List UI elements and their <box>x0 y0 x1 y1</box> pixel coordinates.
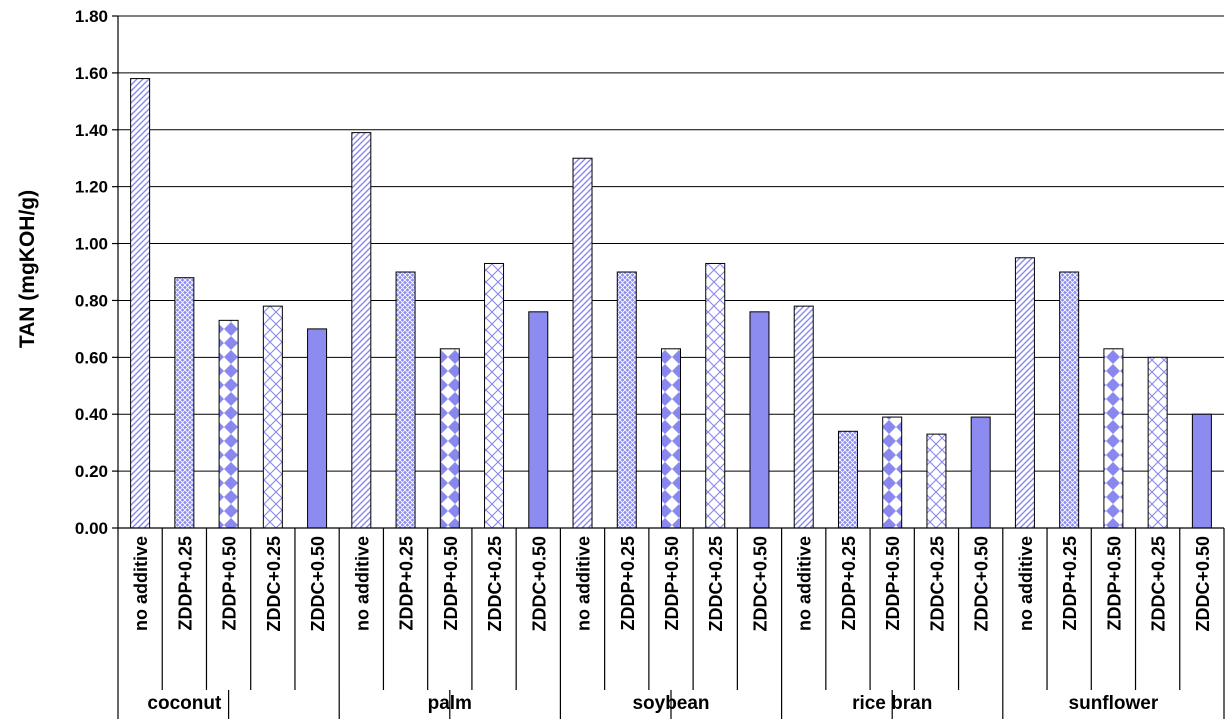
x-tick-label: no additive <box>352 536 372 631</box>
bar <box>926 433 947 529</box>
bar <box>1147 356 1168 529</box>
x-tick-label: ZDDC+0.25 <box>485 536 505 632</box>
bar <box>793 305 814 529</box>
y-tick-labels: 0.00 0.20 0.40 0.60 0.80 1.00 1.20 1.40 1.60 1.80 <box>75 7 108 538</box>
y-tick-label: 1.80 <box>75 7 108 26</box>
x-tick-label: no additive <box>795 536 815 631</box>
x-tick-label: ZDDC+0.50 <box>529 536 549 632</box>
x-tick-label: ZDDP+0.25 <box>175 536 195 631</box>
x-group-label: rice bran <box>852 693 932 714</box>
x-tick-label: ZDDP+0.25 <box>1060 536 1080 631</box>
x-group-label: coconut <box>147 693 222 714</box>
y-tick-label: 0.40 <box>75 405 108 424</box>
x-tick-label: ZDDC+0.50 <box>308 536 328 632</box>
x-tick-label: ZDDC+0.50 <box>972 536 992 632</box>
bar <box>572 157 593 529</box>
bar <box>616 271 637 529</box>
x-tick-label: ZDDP+0.25 <box>839 536 859 631</box>
x-tick-label: ZDDC+0.25 <box>706 536 726 632</box>
bar <box>130 78 151 529</box>
y-tick-label: 0.00 <box>75 519 108 538</box>
bars <box>130 78 1212 529</box>
bar <box>528 311 549 529</box>
y-tick-label: 0.60 <box>75 348 108 367</box>
x-tick-label: ZDDC+0.25 <box>1149 536 1169 632</box>
x-tick-label: ZDDC+0.25 <box>927 536 947 632</box>
bar <box>1191 413 1212 529</box>
bar <box>1059 271 1080 529</box>
x-tick-label: ZDDP+0.50 <box>220 536 240 631</box>
x-category-labels: no additive ZDDP+0.25 ZDDP+0.50 ZDDC+0.25 ZD… <box>131 536 1213 632</box>
bar <box>882 416 903 529</box>
x-group-label: palm <box>428 693 472 714</box>
y-tick-label: 1.00 <box>75 235 108 254</box>
x-group-labels: coconut palm soybean rice bran sunflower <box>147 693 1158 714</box>
x-group-label: soybean <box>632 693 709 714</box>
y-tick-label: 0.20 <box>75 462 108 481</box>
x-tick-label: ZDDC+0.50 <box>750 536 770 632</box>
bar <box>661 348 681 529</box>
bar <box>174 277 195 529</box>
bar <box>837 430 858 529</box>
y-tick-label: 0.80 <box>75 291 108 310</box>
bar <box>484 262 505 529</box>
bar <box>970 416 991 529</box>
bar <box>439 348 460 529</box>
x-tick-label: ZDDP+0.25 <box>618 536 638 631</box>
bar <box>218 319 239 529</box>
bar <box>395 271 416 529</box>
bar <box>705 262 726 529</box>
x-tick-label: ZDDP+0.25 <box>397 536 417 631</box>
bar <box>307 328 328 529</box>
x-tick-label: no additive <box>131 536 151 631</box>
x-tick-label: ZDDC+0.50 <box>1193 536 1213 632</box>
x-tick-label: ZDDP+0.50 <box>441 536 461 631</box>
y-tick-label: 1.60 <box>75 64 108 83</box>
x-tick-label: ZDDP+0.50 <box>883 536 903 631</box>
bar <box>1103 348 1124 529</box>
bar <box>351 132 372 529</box>
y-tick-label: 1.20 <box>75 178 108 197</box>
y-axis-label: TAN (mgKOH/g) <box>16 190 39 348</box>
x-tick-label: ZDDP+0.50 <box>1104 536 1124 631</box>
x-tick-label: no additive <box>1016 536 1036 631</box>
axes <box>117 16 1225 719</box>
x-tick-label: no additive <box>574 536 594 631</box>
y-tick-label: 1.40 <box>75 121 108 140</box>
bar <box>749 311 770 529</box>
x-group-label: sunflower <box>1069 693 1159 714</box>
bar <box>262 305 283 529</box>
x-tick-label: ZDDP+0.50 <box>662 536 682 631</box>
bar <box>1014 257 1035 529</box>
x-tick-label: ZDDC+0.25 <box>264 536 284 632</box>
